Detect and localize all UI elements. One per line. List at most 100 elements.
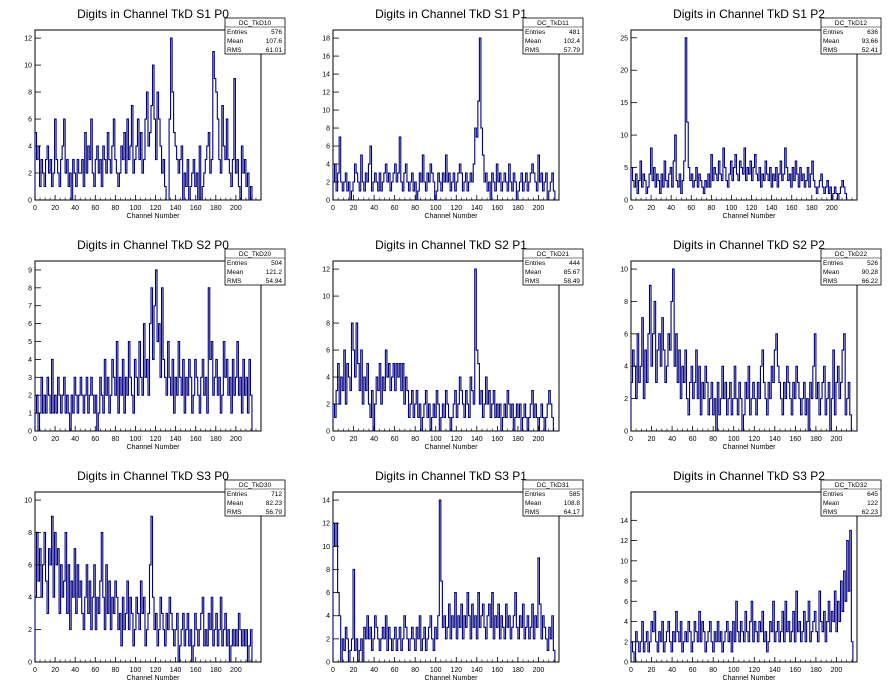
x-tick-label: 0	[33, 436, 37, 443]
y-tick-label: 16	[322, 54, 330, 61]
chart-title: Digits in Channel TkD S2 P1	[375, 238, 527, 252]
x-tick-label: 0	[33, 667, 37, 674]
x-tick-label: 0	[331, 667, 335, 674]
x-tick-label: 180	[210, 667, 222, 674]
stats-name: DC_TkD30	[239, 482, 272, 489]
stats-value: 636	[867, 29, 878, 36]
y-tick-label: 2	[624, 396, 628, 403]
y-tick-label: 10	[322, 294, 330, 301]
x-tick-label: 80	[111, 436, 119, 443]
x-tick-label: 180	[512, 205, 524, 212]
stats-name: DC_TkD12	[835, 20, 868, 27]
x-tick-label: 180	[810, 436, 822, 443]
y-tick-label: 6	[624, 331, 628, 338]
stats-label: Mean	[823, 269, 840, 276]
stats-value: 526	[867, 260, 878, 267]
stats-label: RMS	[525, 47, 540, 54]
x-tick-label: 60	[391, 667, 399, 674]
x-tick-label: 20	[51, 667, 59, 674]
y-tick-label: 14	[322, 72, 330, 79]
x-tick-label: 80	[111, 205, 119, 212]
x-tick-label: 20	[648, 667, 656, 674]
y-tick-label: 6	[326, 348, 330, 355]
stats-label: Entries	[525, 29, 546, 36]
stats-value: 61.01	[266, 47, 283, 54]
x-axis-label: Channel Number	[425, 444, 479, 451]
y-tick-label: 3	[28, 375, 32, 382]
stats-name: DC_TkD11	[537, 20, 569, 27]
x-axis-label: Channel Number	[127, 444, 181, 451]
x-tick-label: 120	[150, 436, 162, 443]
stats-value: 56.79	[266, 509, 283, 516]
y-tick-label: 10	[24, 498, 32, 505]
x-tick-label: 60	[91, 436, 99, 443]
y-tick-label: 2	[28, 393, 32, 400]
stats-value: 90.28	[862, 269, 879, 276]
stats-value: 64.17	[564, 509, 581, 516]
x-tick-label: 40	[370, 205, 378, 212]
chart-title: Digits in Channel TkD S2 P0	[77, 238, 229, 252]
x-tick-label: 160	[190, 667, 202, 674]
stats-label: Mean	[525, 269, 542, 276]
y-tick-label: 6	[326, 590, 330, 597]
x-tick-label: 160	[190, 205, 202, 212]
stats-label: Entries	[227, 491, 248, 498]
y-tick-label: 2	[326, 180, 330, 187]
y-tick-label: 12	[620, 538, 628, 545]
x-tick-label: 0	[629, 436, 633, 443]
y-tick-label: 2	[28, 171, 32, 178]
x-tick-label: 100	[430, 436, 442, 443]
x-tick-label: 100	[130, 205, 142, 212]
x-tick-label: 80	[709, 436, 717, 443]
chart-title: Digits in Channel TkD S2 P2	[673, 238, 825, 252]
x-tick-label: 80	[707, 205, 715, 212]
y-tick-label: 8	[624, 299, 628, 306]
y-tick-label: 10	[620, 133, 628, 140]
stats-label: RMS	[525, 509, 540, 516]
stats-label: Entries	[823, 29, 844, 36]
histogram-series	[630, 529, 854, 663]
stats-value: 52.41	[862, 47, 879, 54]
x-tick-label: 100	[728, 667, 740, 674]
x-axis-label: Channel Number	[723, 675, 777, 682]
stats-value: 108.8	[564, 500, 581, 507]
x-tick-label: 180	[806, 205, 818, 212]
stats-value: 712	[271, 491, 282, 498]
x-tick-label: 160	[786, 205, 798, 212]
stats-value: 82.23	[266, 500, 283, 507]
x-tick-label: 40	[71, 667, 79, 674]
histogram-panel: Digits in Channel TkD S1 P10 20 40 60 80 100 1…	[322, 7, 584, 220]
x-tick-label: 200	[533, 205, 545, 212]
y-tick-label: 20	[620, 68, 628, 75]
histogram-series	[332, 499, 556, 663]
stats-label: RMS	[823, 278, 838, 285]
x-tick-label: 100	[130, 667, 142, 674]
stats-name: DC_TkD22	[835, 251, 868, 258]
stats-label: RMS	[823, 509, 838, 516]
y-tick-label: 8	[326, 126, 330, 133]
plot-frame	[34, 260, 262, 432]
y-tick-label: 4	[28, 144, 32, 151]
y-tick-label: 4	[28, 357, 32, 364]
histogram-series	[332, 37, 556, 201]
stats-label: Mean	[227, 500, 244, 507]
x-tick-label: 20	[51, 205, 59, 212]
y-tick-label: 0	[28, 429, 32, 436]
x-tick-label: 20	[350, 205, 358, 212]
stats-value: 62.23	[862, 509, 879, 516]
y-tick-label: 4	[624, 364, 628, 371]
x-tick-label: 120	[450, 205, 462, 212]
stats-label: Mean	[525, 38, 542, 45]
stats-box	[224, 479, 286, 517]
y-tick-label: 0	[28, 660, 32, 667]
y-tick-label: 4	[326, 613, 330, 620]
histogram-series	[34, 515, 253, 663]
stats-box	[522, 248, 584, 286]
stats-box	[522, 479, 584, 517]
histogram-panel: Digits in Channel TkD S3 P10 20 40 60 80 100 1…	[322, 469, 584, 682]
y-tick-label: 10	[322, 544, 330, 551]
stats-box	[522, 17, 584, 55]
histogram-panel: Digits in Channel TkD S3 P00 20 40 60 80 100 1…	[24, 469, 286, 682]
plot-frame	[34, 491, 262, 663]
